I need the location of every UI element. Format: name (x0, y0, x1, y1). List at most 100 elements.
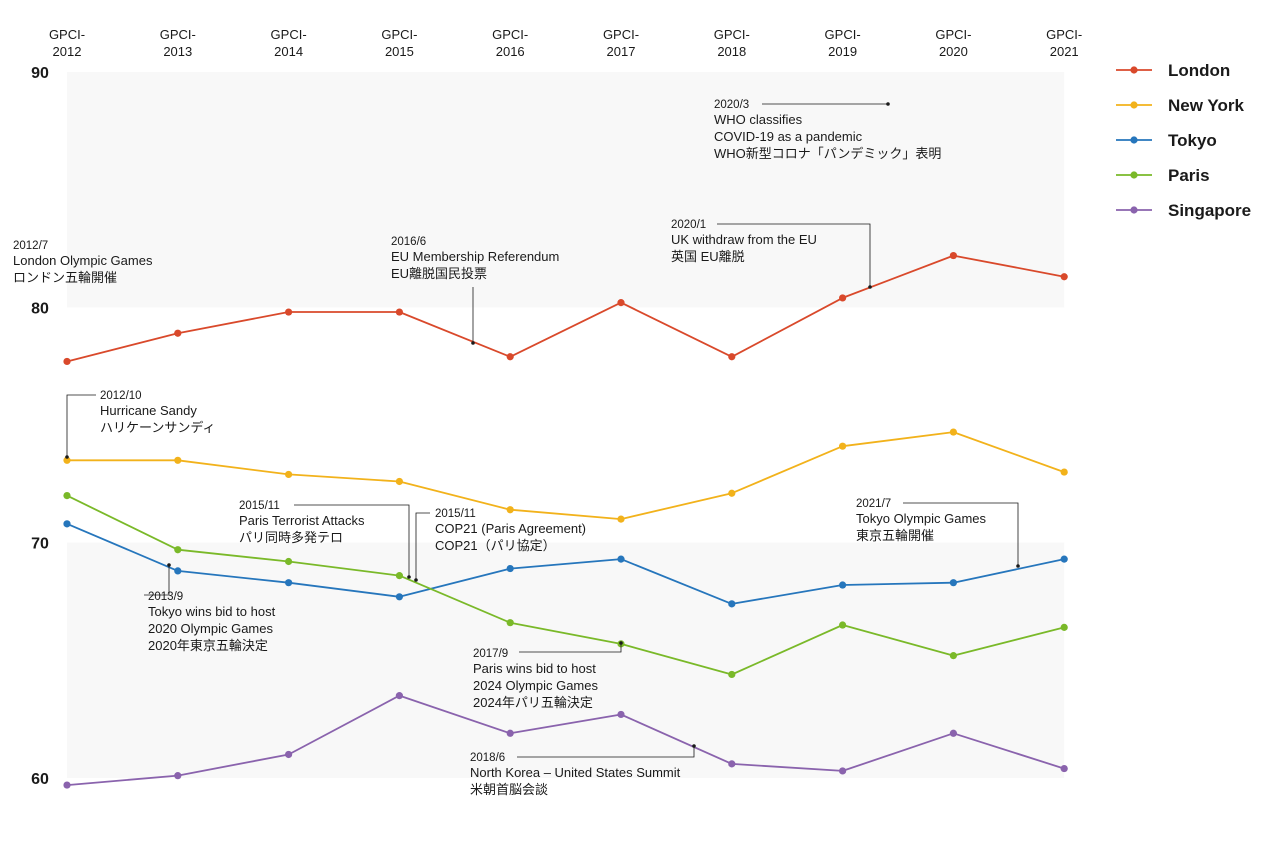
legend-swatch-dot (1130, 66, 1138, 74)
background-bands (67, 72, 1065, 778)
annotation-date: 2015/11 (239, 500, 280, 512)
data-point-london (1060, 273, 1068, 281)
data-point-tokyo (949, 579, 958, 587)
annotation-marker (65, 455, 69, 459)
data-point-new-york (395, 477, 403, 486)
legend-label: Singapore (1168, 201, 1251, 220)
series-line-new-york (67, 431, 1065, 520)
data-point-singapore (617, 710, 625, 719)
y-tick-label: 60 (31, 771, 49, 788)
data-point-paris (285, 557, 293, 566)
series-points (63, 251, 1068, 789)
y-tick-label: 70 (31, 536, 49, 553)
data-point-new-york (506, 506, 514, 514)
data-point-london (617, 299, 625, 307)
series-line-singapore (66, 694, 1065, 786)
annotation-leader-line (519, 643, 622, 653)
data-point-singapore (174, 772, 182, 780)
data-point-tokyo (1060, 555, 1068, 563)
annotation-marker (692, 744, 696, 748)
data-point-paris (395, 572, 403, 580)
annotation-leader-line (294, 504, 410, 577)
annotation-marker (619, 641, 623, 645)
data-point-london (728, 353, 736, 361)
data-point-london (949, 251, 958, 260)
x-tick-label: GPCI-2020 (935, 27, 971, 59)
annotation-text: Hurricane Sandy (100, 403, 197, 418)
annotation-text: London Olympic Games (13, 253, 153, 268)
data-point-tokyo (506, 564, 514, 573)
data-point-london (174, 329, 182, 337)
annotation-text: WHO新型コロナ「パンデミック」表明 (714, 146, 941, 161)
annotation-marker (886, 102, 890, 106)
annotation-date: 2013/9 (148, 591, 183, 603)
annotation-text: ハリケーンサンディ (100, 420, 215, 435)
annotation-text: 英国 EU離脱 (671, 249, 745, 264)
legend: London New York Tokyo Paris Singapore (1116, 61, 1251, 220)
data-point-new-york (728, 489, 736, 497)
annotation-date: 2012/7 (13, 240, 48, 252)
annotation-leader-line (144, 565, 170, 596)
legend-label: New York (1168, 96, 1244, 115)
annotation-date: 2012/10 (100, 390, 142, 402)
data-point-new-york (1060, 468, 1068, 476)
annotation-text: 2020年東京五輪決定 (148, 638, 268, 653)
legend-swatch-dot (1130, 206, 1138, 214)
annotation-2016-6: 2016/6EU Membership Referendum EU離脱国民投票 (391, 236, 559, 345)
data-point-tokyo (728, 600, 736, 608)
y-tick-label: 80 (31, 300, 49, 317)
series-line-tokyo (66, 522, 1065, 605)
legend-item-paris: Paris (1116, 166, 1210, 185)
data-point-paris (1060, 623, 1068, 631)
x-axis-tick-labels: GPCI-2012 GPCI-2013 GPCI-2014 GPCI-2015 GPCI… (49, 27, 1082, 59)
data-point-singapore (949, 729, 958, 737)
data-point-london (285, 308, 293, 316)
annotation-text: EU Membership Referendum (391, 249, 559, 264)
legend-swatch-dot (1130, 171, 1138, 179)
data-point-london (506, 353, 514, 361)
annotation-text: 東京五輪開催 (856, 528, 934, 543)
legend-swatch-dot (1130, 101, 1138, 109)
annotation-text: Tokyo Olympic Games (856, 511, 987, 526)
data-point-tokyo (285, 579, 293, 587)
legend-label: Paris (1168, 166, 1210, 185)
annotation-date: 2015/11 (435, 508, 476, 520)
data-point-new-york (949, 428, 958, 436)
data-point-singapore (506, 729, 514, 737)
annotation-text: COP21（パリ協定） (435, 538, 556, 553)
data-point-new-york (63, 456, 71, 464)
annotation-leader-line (66, 394, 96, 457)
data-point-paris (839, 621, 847, 629)
data-point-singapore (839, 767, 847, 775)
x-tick-label: GPCI-2014 (271, 27, 307, 59)
legend-swatch-dot (1130, 136, 1138, 144)
x-tick-label: GPCI-2012 (49, 27, 85, 59)
annotation-text: EU離脱国民投票 (391, 266, 487, 281)
annotation-2020-1: 2020/1UK withdraw from the EU 英国 EU離脱 (671, 219, 872, 289)
annotation-text: North Korea – United States Summit (470, 765, 681, 780)
annotation-text: Tokyo wins bid to host (148, 604, 276, 619)
annotation-text: COP21 (Paris Agreement) (435, 521, 586, 536)
annotation-text: 2020 Olympic Games (148, 621, 273, 636)
annotation-text: 2024年パリ五輪決定 (473, 695, 593, 710)
data-point-tokyo (617, 555, 625, 563)
legend-item-new-york: New York (1116, 96, 1244, 115)
legend-item-london: London (1116, 61, 1230, 80)
annotation-text: Paris Terrorist Attacks (239, 513, 365, 528)
x-tick-label: GPCI-2018 (714, 27, 750, 59)
data-point-tokyo (174, 567, 182, 575)
data-point-london (839, 294, 847, 302)
x-tick-label: GPCI-2019 (825, 27, 861, 59)
series-line-london (66, 254, 1065, 363)
data-point-paris (174, 546, 182, 554)
